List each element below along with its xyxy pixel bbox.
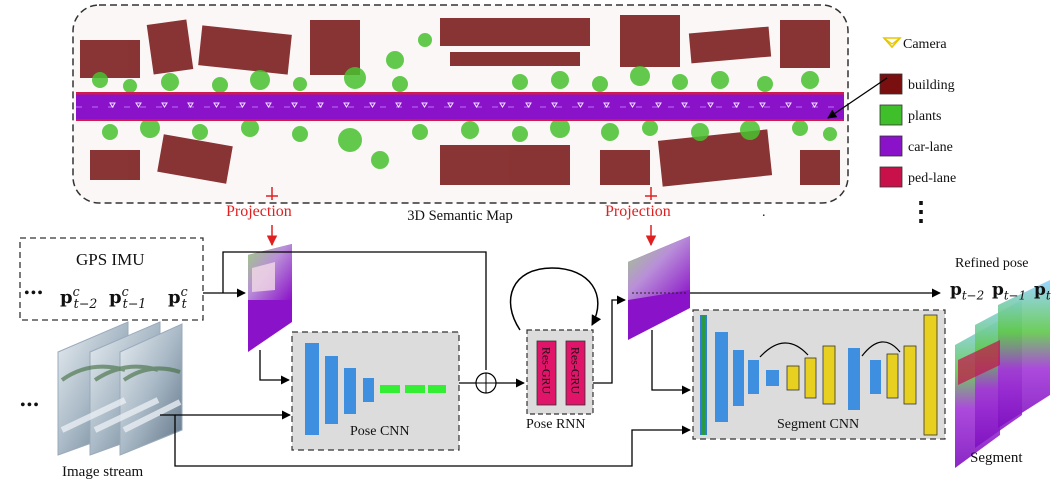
legend: Camera building plants car-lane ped-lane ⋮ [879, 37, 956, 227]
legend-label-car-lane: car-lane [908, 140, 953, 155]
pose-cnn-label: Pose CNN [350, 424, 410, 439]
legend-swatch-car-lane [879, 135, 903, 157]
projected-image-right [628, 236, 690, 340]
map-camera-mark [759, 102, 766, 108]
map-camera-mark [629, 102, 636, 108]
legend-swatch-ped-lane [879, 166, 903, 188]
map-camera-mark [707, 102, 714, 108]
map-camera-mark [577, 102, 584, 108]
segment-cnn-layers [700, 314, 938, 436]
image-stream [57, 321, 183, 456]
segment-label: Segment [970, 450, 1023, 466]
map-camera-mark [135, 102, 142, 108]
map-camera-mark [447, 102, 454, 108]
legend-swatch-plants [879, 104, 903, 126]
pose-cnn-layers [305, 343, 446, 435]
map-camera-marks [109, 102, 818, 108]
map-camera-mark [291, 102, 298, 108]
map-camera-mark [785, 102, 792, 108]
image-stream-ellipsis: ••• [20, 397, 40, 414]
refined-p-t: pt [1034, 280, 1051, 303]
map-camera-mark [265, 102, 272, 108]
pose-rnn-label: Pose RNN [526, 417, 586, 432]
legend-items: building plants car-lane ped-lane [879, 73, 956, 188]
map-camera-mark [655, 102, 662, 108]
legend-label-plants: plants [908, 109, 941, 124]
gps-imu-label: GPS IMU [76, 250, 145, 269]
res-gru-label-2: Res-GRU [568, 346, 583, 395]
legend-swatch-building [879, 73, 903, 95]
map-camera-mark [681, 102, 688, 108]
map-dot: . [762, 205, 766, 220]
map-camera-mark [317, 102, 324, 108]
projection-arrows [266, 187, 657, 247]
camera-legend-icon [882, 37, 902, 49]
map-camera-mark [603, 102, 610, 108]
map-camera-mark [473, 102, 480, 108]
map-buildings [80, 15, 840, 187]
projection-label-left: Projection [226, 203, 292, 220]
pose-p-t2-c: pct−2 [60, 284, 98, 311]
camera-legend-label: Camera [903, 37, 947, 52]
gps-ellipsis: ••• [24, 285, 44, 302]
res-gru-label-1: Res-GRU [539, 346, 554, 395]
semantic-map [72, 4, 849, 204]
res-gru-block-1 [536, 340, 557, 406]
legend-label-building: building [908, 78, 955, 93]
map-camera-mark [733, 102, 740, 108]
map-camera-mark [525, 102, 532, 108]
projected-image-left [248, 244, 292, 352]
rnn-loop-arrow [509, 267, 602, 331]
flow-arrows [160, 251, 941, 467]
pose-p-t1-c: pct−1 [109, 284, 147, 311]
segment-outputs [955, 280, 1050, 468]
camera-pointer-arrow [827, 77, 888, 119]
map-camera-mark [421, 102, 428, 108]
map-title: 3D Semantic Map [407, 208, 513, 224]
image-stream-label: Image stream [62, 464, 144, 480]
map-camera-mark [551, 102, 558, 108]
map-camera-mark [343, 102, 350, 108]
projection-label-right: Projection [605, 203, 671, 220]
refined-p-t1: pt−1 [992, 280, 1027, 303]
refined-pose-label: Refined pose [955, 256, 1029, 271]
res-gru-block-2 [565, 340, 586, 406]
map-camera-mark [239, 102, 246, 108]
map-ped-lane-bottom [76, 119, 844, 121]
map-camera-mark [499, 102, 506, 108]
map-plants [92, 33, 837, 169]
map-ped-lane-top [76, 92, 844, 95]
refined-p-t2: pt−2 [950, 280, 985, 303]
legend-label-ped-lane: ped-lane [908, 171, 956, 186]
map-camera-mark [369, 102, 376, 108]
gps-imu-box [19, 237, 204, 321]
pose-p-t-c: pct [168, 284, 188, 311]
legend-more: ⋮ [908, 197, 934, 227]
map-camera-mark [187, 102, 194, 108]
map-camera-mark [811, 102, 818, 108]
map-camera-mark [213, 102, 220, 108]
map-camera-mark [161, 102, 168, 108]
map-camera-mark [395, 102, 402, 108]
segment-cnn-label: Segment CNN [777, 417, 860, 432]
map-camera-mark [109, 102, 116, 108]
